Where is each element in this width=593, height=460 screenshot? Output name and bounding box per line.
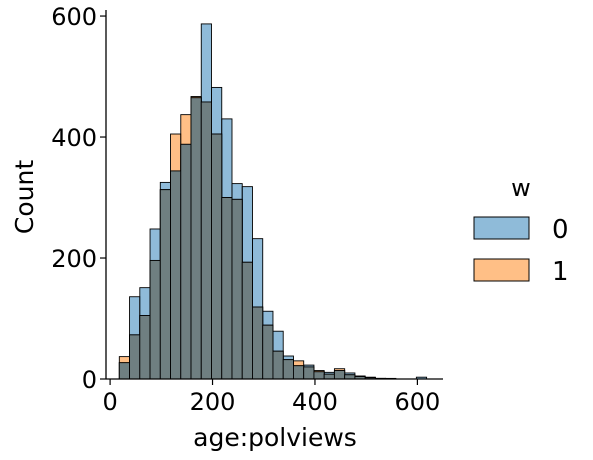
x-tick-label: 0: [102, 388, 117, 416]
bar-overlap: [190, 97, 202, 380]
bar-overlap: [323, 373, 335, 380]
bar-overlap: [282, 359, 294, 380]
legend-swatch-0: [473, 216, 530, 240]
x-tick-label: 200: [190, 388, 236, 416]
bar-overlap: [159, 189, 171, 380]
y-tick-label: 600: [51, 3, 97, 31]
x-tick-label: 400: [292, 388, 338, 416]
x-tick-label: 600: [394, 388, 440, 416]
y-tick-label: 200: [51, 245, 97, 273]
bar-overlap: [139, 315, 151, 380]
bar-overlap: [231, 198, 243, 380]
legend: w 0 1: [473, 174, 569, 287]
bar-overlap: [262, 324, 274, 380]
bar-overlap: [149, 259, 161, 380]
y-axis-ticks: 0 200 400 600: [51, 3, 106, 394]
x-axis-title: age:polviews: [193, 423, 357, 452]
legend-label-0: 0: [552, 215, 569, 245]
bar-overlap: [303, 366, 315, 380]
legend-label-1: 1: [552, 257, 569, 287]
bar-overlap: [211, 133, 223, 380]
y-axis-title: Count: [10, 160, 39, 234]
bar-overlap: [272, 350, 284, 380]
bar-overlap: [118, 362, 131, 380]
bar-overlap: [200, 101, 212, 380]
legend-swatch-1: [473, 258, 530, 282]
x-axis-ticks: 0 200 400 600: [102, 379, 440, 416]
bar-overlap: [170, 170, 182, 380]
legend-title: w: [511, 174, 531, 202]
bar-overlap: [333, 370, 346, 380]
bar-overlap: [252, 306, 264, 380]
bar-overlap: [180, 143, 192, 380]
bar-overlap: [292, 365, 305, 380]
y-tick-label: 0: [82, 366, 97, 394]
bar-overlap: [241, 261, 253, 380]
y-tick-label: 400: [51, 124, 97, 152]
bar-overlap: [221, 197, 233, 380]
bar-overlap: [129, 334, 141, 380]
bar-overlap: [313, 371, 325, 380]
